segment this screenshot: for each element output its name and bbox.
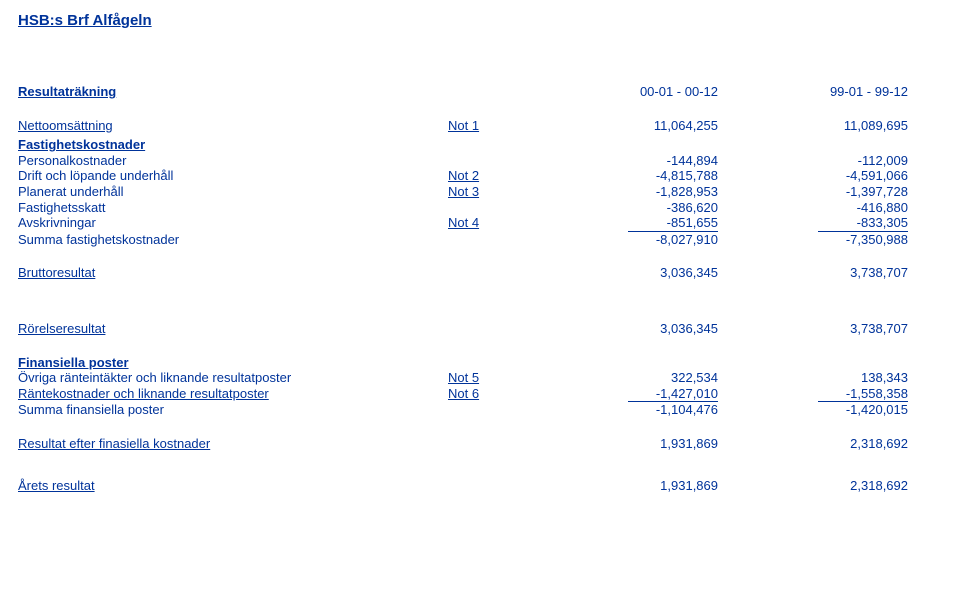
header-row: Resultaträkning 00-01 - 00-12 99-01 - 99… [18, 84, 940, 100]
row-arets-resultat: Årets resultat 1,931,869 2,318,692 [18, 478, 940, 494]
note-1: Not 1 [448, 118, 528, 134]
label-ovriga: Övriga ränteintäkter och liknande result… [18, 370, 448, 386]
label-drift: Drift och löpande underhåll [18, 168, 448, 184]
val-ovriga-a: 322,534 [528, 370, 718, 386]
label-summa-fastighet: Summa fastighetskostnader [18, 232, 448, 248]
val-skatt-a: -386,620 [528, 200, 718, 216]
row-avskrivningar: Avskrivningar Not 4 -851,655 -833,305 [18, 215, 940, 232]
val-rante-b: -1,558,358 [818, 386, 908, 403]
val-avskr-b: -833,305 [818, 215, 908, 232]
period-col-1: 00-01 - 00-12 [528, 84, 718, 100]
val-personal-a: -144,894 [528, 153, 718, 169]
label-rantekost: Räntekostnader och liknande resultatpost… [18, 386, 448, 402]
page-title: HSB:s Brf Alfågeln [18, 12, 940, 30]
row-fastighetsskatt: Fastighetsskatt -386,620 -416,880 [18, 200, 940, 216]
val-drift-a: -4,815,788 [528, 168, 718, 184]
label-arets: Årets resultat [18, 478, 448, 494]
val-summaF-a: -8,027,910 [528, 232, 718, 248]
val-personal-b: -112,009 [718, 153, 908, 169]
val-drift-b: -4,591,066 [718, 168, 908, 184]
val-rorelse-b: 3,738,707 [718, 321, 908, 337]
note-4: Not 4 [448, 215, 528, 231]
note-2: Not 2 [448, 168, 528, 184]
row-drift: Drift och löpande underhåll Not 2 -4,815… [18, 168, 940, 184]
val-arets-a: 1,931,869 [528, 478, 718, 494]
label-resultat-efter: Resultat efter finasiella kostnader [18, 436, 448, 452]
row-summa-fin: Summa finansiella poster -1,104,476 -1,4… [18, 402, 940, 418]
val-brutto-a: 3,036,345 [528, 265, 718, 281]
label-rorelse: Rörelseresultat [18, 321, 448, 337]
label-nettoomsattning: Nettoomsättning [18, 118, 448, 134]
row-planerat: Planerat underhåll Not 3 -1,828,953 -1,3… [18, 184, 940, 200]
row-summa-fastighet: Summa fastighetskostnader -8,027,910 -7,… [18, 232, 940, 248]
row-personalkostnader: Personalkostnader -144,894 -112,009 [18, 153, 940, 169]
val-arets-b: 2,318,692 [718, 478, 908, 494]
section-finansiella: Finansiella poster [18, 355, 940, 371]
row-resultat-efter: Resultat efter finasiella kostnader 1,93… [18, 436, 940, 452]
val-planerat-b: -1,397,728 [718, 184, 908, 200]
label-fastighetskostnader: Fastighetskostnader [18, 137, 448, 153]
val-planerat-a: -1,828,953 [528, 184, 718, 200]
section-resultatrakning: Resultaträkning [18, 84, 448, 100]
row-rorelseresultat: Rörelseresultat 3,036,345 3,738,707 [18, 321, 940, 337]
val-netto-b: 11,089,695 [718, 118, 908, 134]
label-brutto: Bruttoresultat [18, 265, 448, 281]
val-rante-a: -1,427,010 [628, 386, 718, 403]
label-fastighetsskatt: Fastighetsskatt [18, 200, 448, 216]
period-col-2: 99-01 - 99-12 [718, 84, 908, 100]
label-planerat: Planerat underhåll [18, 184, 448, 200]
val-resEfter-b: 2,318,692 [718, 436, 908, 452]
val-rorelse-a: 3,036,345 [528, 321, 718, 337]
row-bruttoresultat: Bruttoresultat 3,036,345 3,738,707 [18, 265, 940, 281]
val-summaFin-a: -1,104,476 [528, 402, 718, 418]
note-6: Not 6 [448, 386, 528, 402]
label-avskrivningar: Avskrivningar [18, 215, 448, 231]
val-avskr-a: -851,655 [628, 215, 718, 232]
note-3: Not 3 [448, 184, 528, 200]
val-brutto-b: 3,738,707 [718, 265, 908, 281]
val-netto-a: 11,064,255 [528, 118, 718, 134]
label-summa-fin: Summa finansiella poster [18, 402, 448, 418]
section-fastighetskostnader: Fastighetskostnader [18, 137, 940, 153]
val-summaFin-b: -1,420,015 [718, 402, 908, 418]
val-resEfter-a: 1,931,869 [528, 436, 718, 452]
label-personalkostnader: Personalkostnader [18, 153, 448, 169]
val-ovriga-b: 138,343 [718, 370, 908, 386]
val-summaF-b: -7,350,988 [718, 232, 908, 248]
label-finansiella: Finansiella poster [18, 355, 448, 371]
row-nettoomsattning: Nettoomsättning Not 1 11,064,255 11,089,… [18, 118, 940, 134]
val-skatt-b: -416,880 [718, 200, 908, 216]
row-ovriga: Övriga ränteintäkter och liknande result… [18, 370, 940, 386]
note-5: Not 5 [448, 370, 528, 386]
row-rantekost: Räntekostnader och liknande resultatpost… [18, 386, 940, 403]
